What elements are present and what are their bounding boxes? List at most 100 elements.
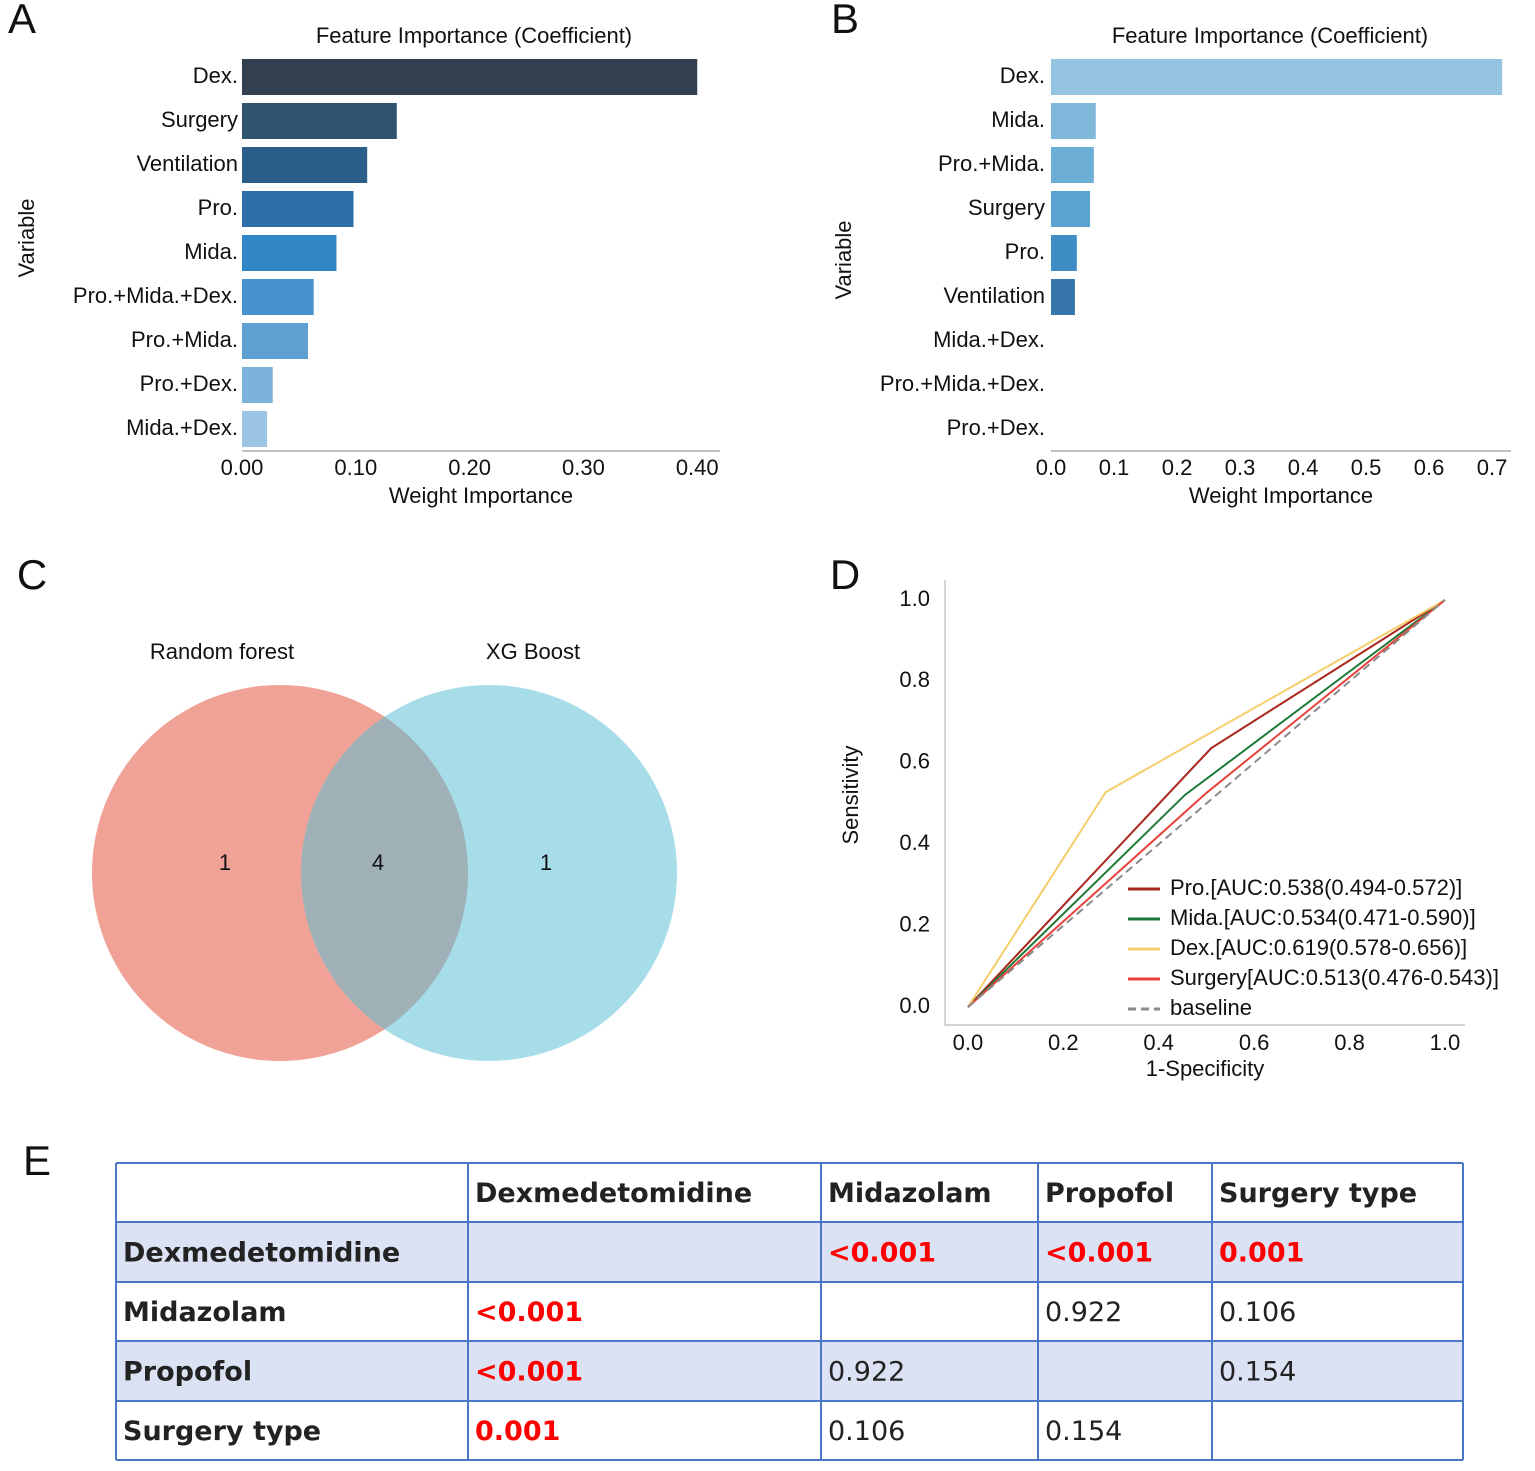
y-tick-label: Mida. [184, 239, 238, 264]
y-tick-label: Surgery [161, 107, 238, 132]
bar [242, 323, 309, 359]
y-tick-label: Dex. [1000, 63, 1045, 88]
x-tick-label: 0.20 [448, 455, 491, 480]
bar [242, 103, 397, 139]
row-header: Midazolam [123, 1297, 287, 1328]
x-tick-label: 0.0 [1036, 455, 1067, 480]
x-tick-label: 0.00 [221, 455, 264, 480]
row-shade [116, 1222, 1463, 1282]
bar [1051, 147, 1094, 183]
y-tick-label: Ventilation [943, 283, 1045, 308]
row-header: Dexmedetomidine [123, 1238, 400, 1269]
panel-label: A [8, 0, 36, 42]
x-tick-label: 0.40 [676, 455, 719, 480]
x-tick-label: 0.3 [1225, 455, 1256, 480]
table-cell: 0.154 [1219, 1357, 1296, 1388]
x-tick-label: 0.4 [1288, 455, 1319, 480]
x-axis-label: 1-Specificity [1146, 1056, 1265, 1081]
y-tick-label: Mida. [991, 107, 1045, 132]
x-axis-label: Weight Importance [389, 483, 573, 508]
roc-line [967, 599, 1446, 1008]
panel-label: E [23, 1137, 51, 1184]
y-tick-label: Pro.+Mida.+Dex. [73, 283, 238, 308]
y-axis-label: Sensitivity [838, 745, 863, 844]
y-tick-label: Pro.+Mida. [131, 327, 238, 352]
y-tick-label: Ventilation [136, 151, 238, 176]
x-axis-label: Weight Importance [1189, 483, 1373, 508]
legend-label: Dex.[AUC:0.619(0.578-0.656)] [1170, 935, 1467, 960]
x-tick-label: 0.5 [1351, 455, 1382, 480]
x-tick-label: 0.6 [1414, 455, 1445, 480]
table-frame [116, 1163, 1463, 1460]
panel-label: C [17, 551, 47, 598]
row-header: Surgery type [123, 1416, 321, 1447]
y-tick-label: Surgery [968, 195, 1045, 220]
table-cell: 0.922 [1045, 1297, 1122, 1328]
table-cell: <0.001 [475, 1357, 583, 1388]
y-axis-label: Variable [831, 220, 856, 299]
table-cell: 0.106 [828, 1416, 905, 1447]
legend-label: Pro.[AUC:0.538(0.494-0.572)] [1170, 875, 1462, 900]
y-tick-label: 0.4 [899, 830, 930, 855]
table-cell: 0.922 [828, 1357, 905, 1388]
count-label: 1 [540, 850, 552, 875]
bar [242, 279, 314, 315]
bar [242, 191, 354, 227]
y-tick-label: 1.0 [899, 586, 930, 611]
y-tick-label: Pro.+Mida. [938, 151, 1045, 176]
x-tick-label: 0.4 [1143, 1030, 1174, 1055]
y-tick-label: 0.6 [899, 749, 930, 774]
y-tick-label: 0.2 [899, 911, 930, 936]
bar [1051, 103, 1096, 139]
overlap [301, 685, 468, 1061]
bar [1051, 191, 1091, 227]
column-header: Dexmedetomidine [475, 1178, 752, 1209]
y-tick-label: Pro.+Dex. [947, 415, 1045, 440]
roc-line [967, 599, 1446, 1008]
y-tick-label: 0.0 [899, 993, 930, 1018]
legend-label: Mida.[AUC:0.534(0.471-0.590)] [1170, 905, 1476, 930]
y-tick-label: Pro. [1005, 239, 1045, 264]
x-tick-label: 0.1 [1099, 455, 1130, 480]
legend-label: Surgery[AUC:0.513(0.476-0.543)] [1170, 965, 1499, 990]
bar [242, 147, 368, 183]
count-label: 1 [219, 850, 231, 875]
y-tick-label: Mida.+Dex. [126, 415, 238, 440]
roc-line [967, 599, 1446, 1008]
set-name: XG Boost [486, 639, 580, 664]
x-tick-label: 0.8 [1334, 1030, 1365, 1055]
bar [242, 367, 273, 403]
column-header: Surgery type [1219, 1178, 1417, 1209]
count-label: 4 [372, 850, 384, 875]
column-header: Midazolam [828, 1178, 992, 1209]
roc-line [967, 599, 1446, 1008]
column-header: Propofol [1045, 1178, 1174, 1209]
y-axis-label: Variable [14, 198, 39, 277]
bar [242, 235, 337, 271]
chart-title: Feature Importance (Coefficient) [316, 23, 632, 48]
row-header: Propofol [123, 1357, 252, 1388]
bar [242, 411, 268, 447]
y-tick-label: Mida.+Dex. [933, 327, 1045, 352]
x-tick-label: 0.10 [334, 455, 377, 480]
panel-label: D [830, 551, 860, 598]
table-cell: 0.154 [1045, 1416, 1122, 1447]
table-cell: 0.001 [1219, 1238, 1304, 1269]
x-tick-label: 0.0 [953, 1030, 984, 1055]
legend-label: baseline [1170, 995, 1252, 1020]
y-tick-label: Pro.+Mida.+Dex. [880, 371, 1045, 396]
bar [1051, 279, 1075, 315]
table-cell: <0.001 [1045, 1238, 1153, 1269]
panel-label: B [831, 0, 859, 42]
row-shade [116, 1341, 1463, 1401]
y-tick-label: Pro. [198, 195, 238, 220]
x-tick-label: 1.0 [1430, 1030, 1461, 1055]
x-tick-label: 0.30 [562, 455, 605, 480]
table-cell: <0.001 [828, 1238, 936, 1269]
y-tick-label: Pro.+Dex. [140, 371, 238, 396]
bar [1051, 59, 1503, 95]
chart-title: Feature Importance (Coefficient) [1112, 23, 1428, 48]
x-tick-label: 0.2 [1048, 1030, 1079, 1055]
roc-line [967, 599, 1446, 1008]
